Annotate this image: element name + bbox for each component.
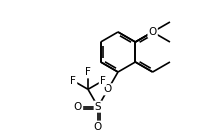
Text: F: F [99,76,105,86]
Text: O: O [73,102,82,112]
Text: S: S [94,102,101,112]
Text: O: O [93,122,102,132]
Text: F: F [85,67,91,77]
Text: O: O [148,27,156,37]
Text: O: O [103,84,112,94]
Text: F: F [70,76,76,86]
